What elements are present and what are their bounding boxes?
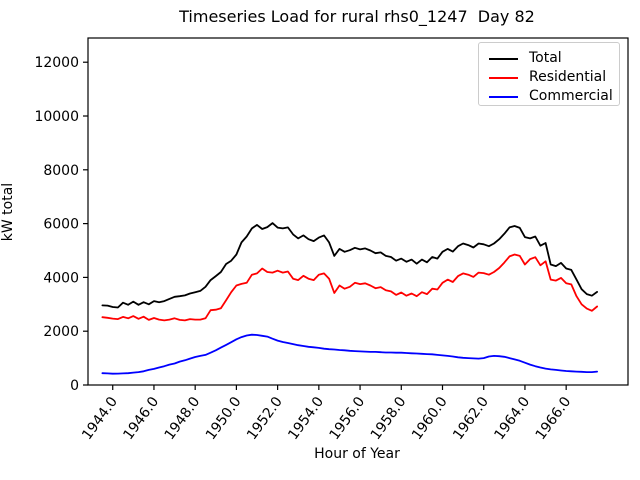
x-tick-label: 1956.0 — [327, 394, 369, 443]
x-tick-label: 1946.0 — [120, 394, 162, 443]
plot-frame — [87, 37, 629, 386]
x-tick-label: 1966.0 — [533, 394, 575, 443]
legend-item-commercial: Commercial — [489, 87, 613, 106]
x-tick-label: 1950.0 — [203, 394, 245, 443]
series-line-commercial — [101, 333, 598, 375]
x-tick-label: 1960.0 — [409, 394, 451, 443]
chart-title: Timeseries Load for rural rhs0_1247 Day … — [179, 7, 535, 26]
y-tick-label: 8000 — [43, 163, 79, 179]
y-tick-label: 2000 — [43, 324, 79, 340]
x-axis-label: Hour of Year — [314, 446, 400, 462]
x-tick-label: 1964.0 — [491, 394, 533, 443]
x-tick-label: 1944.0 — [79, 394, 121, 443]
commercial-line-icon — [489, 95, 518, 98]
legend-label-total: Total — [529, 50, 562, 66]
total-line-icon — [489, 57, 518, 60]
x-tick-label: 1952.0 — [244, 394, 286, 443]
legend: Total Residential Commercial — [478, 42, 620, 106]
x-tick-label: 1962.0 — [450, 394, 492, 443]
x-tick-label: 1958.0 — [368, 394, 410, 443]
x-tick-label: 1954.0 — [285, 394, 327, 443]
y-tick-label: 0 — [70, 378, 79, 394]
legend-label-commercial: Commercial — [529, 88, 613, 104]
y-tick-label: 10000 — [34, 109, 79, 125]
y-tick-label: 12000 — [34, 55, 79, 71]
series-line-total — [101, 222, 598, 309]
series-line-residential — [101, 253, 598, 322]
y-tick-label: 6000 — [43, 217, 79, 233]
legend-item-residential: Residential — [489, 68, 609, 87]
legend-item-total: Total — [489, 49, 609, 68]
legend-label-residential: Residential — [529, 69, 607, 85]
x-tick-label: 1948.0 — [162, 394, 204, 443]
residential-line-icon — [489, 76, 518, 79]
y-tick-label: 4000 — [43, 270, 79, 286]
